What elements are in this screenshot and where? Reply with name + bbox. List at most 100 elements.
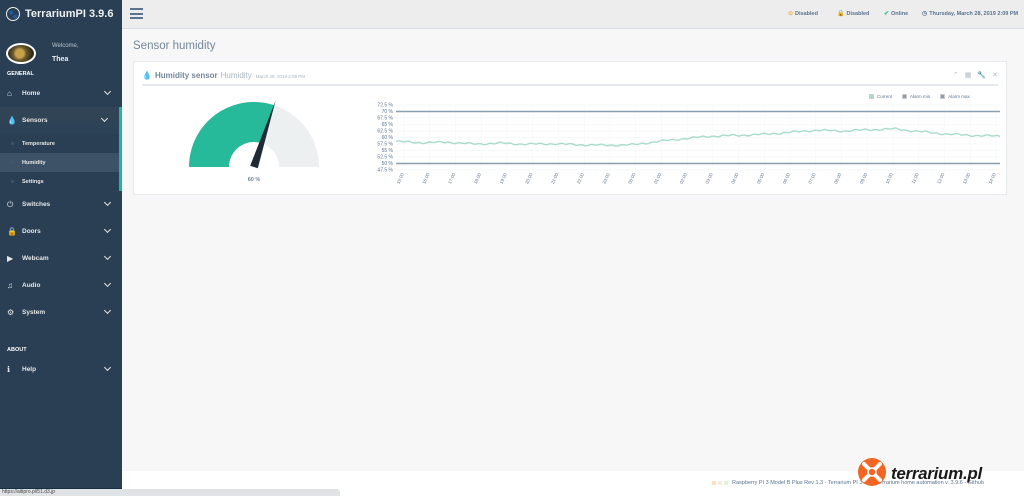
x-tick-label: 15:00 bbox=[396, 172, 406, 185]
status-online[interactable]: ✔ Online bbox=[884, 10, 909, 18]
legend-swatch bbox=[902, 94, 908, 100]
y-tick-label: 57.5 % bbox=[377, 142, 393, 148]
sidebar-item-label: Switches bbox=[22, 201, 51, 208]
section-about: ABOUT bbox=[7, 347, 27, 353]
app-title: TerrariumPI 3.9.6 bbox=[25, 8, 114, 20]
sidebar-item-label: Home bbox=[22, 90, 41, 97]
x-tick-label: 06:00 bbox=[782, 172, 792, 185]
chevron-down-icon bbox=[103, 198, 112, 207]
sidebar-item-label: Doors bbox=[22, 228, 41, 235]
x-tick-label: 17:00 bbox=[447, 172, 457, 185]
x-tick-label: 14:00 bbox=[988, 172, 998, 185]
status-disabled-2[interactable]: 🔒 Disabled bbox=[837, 10, 870, 18]
calendar-icon[interactable]: ▦ bbox=[964, 72, 972, 79]
y-tick-label: 47.5 % bbox=[377, 168, 393, 174]
x-tick-label: 04:00 bbox=[730, 172, 740, 185]
sidebar-item-system[interactable]: ⚙ System bbox=[0, 299, 122, 326]
y-tick-label: 62.5 % bbox=[377, 129, 393, 135]
sidebar-subitem-humidity[interactable]: Humidity bbox=[0, 153, 119, 172]
music-icon: ♫ bbox=[7, 281, 13, 290]
status-url: https://aitipro.pl/51.d3.jp bbox=[0, 489, 340, 496]
chevron-down-icon bbox=[103, 87, 112, 96]
lock-icon: 🔒 bbox=[837, 11, 845, 17]
panel-title: Humidity sensor bbox=[154, 70, 218, 80]
x-tick-label: 08:00 bbox=[833, 172, 843, 185]
gauge-needle bbox=[250, 100, 276, 169]
x-tick-label: 16:00 bbox=[421, 172, 431, 185]
chevron-down-icon bbox=[103, 363, 112, 372]
legend-label: Alarm min bbox=[910, 94, 931, 99]
sidebar-subitem-label: Humidity bbox=[22, 159, 46, 166]
x-tick-label: 00:00 bbox=[627, 172, 637, 185]
gauge-fill bbox=[189, 101, 275, 167]
panel-subtitle: Humidity bbox=[220, 70, 252, 80]
humidity-gauge: 60 % bbox=[187, 98, 321, 188]
status-label: Online bbox=[891, 10, 909, 17]
sidebar-subitem-label: Temperature bbox=[22, 140, 55, 147]
x-tick-label: 10:00 bbox=[885, 172, 895, 185]
chevron-down-icon bbox=[100, 114, 109, 123]
footer-dots bbox=[712, 481, 728, 485]
x-tick-label: 05:00 bbox=[756, 172, 766, 185]
brand[interactable]: 🐾 TerrariumPI 3.9.6 bbox=[0, 0, 122, 28]
sidebar-item-label: Webcam bbox=[22, 255, 49, 262]
x-tick-label: 01:00 bbox=[653, 172, 663, 185]
avatar bbox=[6, 42, 36, 64]
legend-swatch bbox=[940, 94, 946, 100]
legend-label: Alarm max bbox=[948, 94, 970, 99]
x-tick-label: 09:00 bbox=[859, 172, 869, 185]
sidebar-item-home[interactable]: ⌂ Home bbox=[0, 80, 122, 107]
wrench-icon[interactable]: 🔧 bbox=[977, 72, 987, 79]
x-tick-label: 21:00 bbox=[550, 172, 560, 185]
x-tick-label: 13:00 bbox=[962, 172, 972, 185]
chevron-down-icon bbox=[103, 252, 112, 261]
info-icon: ℹ bbox=[7, 365, 11, 374]
x-tick-label: 11:00 bbox=[911, 172, 920, 184]
bullet-icon bbox=[11, 142, 14, 145]
x-tick-label: 03:00 bbox=[704, 172, 714, 185]
sidebar-subitem-settings[interactable]: Settings bbox=[0, 172, 119, 191]
status-disabled-1[interactable]: ⊙ Disabled bbox=[788, 10, 818, 18]
top-nav: ⊙ Disabled 🔒 Disabled ✔ Online ◷ Thursda… bbox=[122, 0, 1024, 29]
gauge-svg bbox=[189, 100, 319, 169]
sidebar-item-doors[interactable]: 🔒 Doors bbox=[0, 218, 122, 245]
sensor-panel: 💧 Humidity sensor Humidity March 28, 201… bbox=[133, 61, 1007, 195]
warning-icon: ⊙ bbox=[788, 11, 794, 17]
video-icon: ▶ bbox=[7, 254, 14, 263]
x-tick-label: 18:00 bbox=[473, 172, 483, 185]
welcome-text: Welcome, bbox=[52, 43, 79, 49]
legend-label: Current bbox=[877, 94, 893, 99]
home-icon: ⌂ bbox=[7, 89, 12, 98]
sidebar-item-help[interactable]: ℹ Help bbox=[0, 356, 122, 383]
legend-item[interactable]: Alarm min bbox=[902, 94, 931, 100]
sidebar-subitem-temperature[interactable]: Temperature bbox=[0, 134, 119, 153]
sidebar-item-audio[interactable]: ♫ Audio bbox=[0, 272, 122, 299]
power-icon: ⏻ bbox=[7, 199, 14, 209]
sidebar-item-webcam[interactable]: ▶ Webcam bbox=[0, 245, 122, 272]
sidebar-item-label: Help bbox=[22, 366, 37, 373]
sidebar-item-label: Audio bbox=[22, 282, 41, 289]
legend-item[interactable]: Current bbox=[869, 94, 893, 100]
chevron-down-icon bbox=[103, 306, 112, 315]
footer-text: Raspberry PI 3 Model B Plus Rev 1.3 - Te… bbox=[732, 480, 984, 486]
x-tick-label: 07:00 bbox=[807, 172, 817, 185]
sidebar-item-sensors[interactable]: 💧 Sensors bbox=[0, 107, 122, 134]
gauge-value: 60 % bbox=[247, 177, 261, 183]
datetime: ◷ Thursday, March 28, 2019 2:09 PM bbox=[922, 10, 1018, 18]
collapse-icon[interactable]: ⌃ bbox=[952, 72, 959, 79]
panel-date: March 28, 2019 2:09 PM bbox=[255, 73, 306, 79]
panel-header: 💧 Humidity sensor Humidity March 28, 201… bbox=[142, 66, 998, 86]
x-tick-label: 20:00 bbox=[524, 172, 534, 185]
close-icon[interactable]: ✕ bbox=[992, 72, 998, 79]
sidebar-item-switches[interactable]: ⏻ Switches bbox=[0, 191, 122, 218]
chart-legend: Current Alarm min Alarm max bbox=[869, 94, 970, 100]
gear-icon: ⚙ bbox=[7, 308, 15, 317]
x-tick-label: 12:00 bbox=[936, 172, 946, 185]
y-tick-label: 50 % bbox=[382, 161, 394, 167]
status-label: Disabled bbox=[846, 10, 870, 17]
section-general: GENERAL bbox=[7, 71, 34, 77]
menu-toggle-icon[interactable] bbox=[130, 8, 143, 19]
legend-item[interactable]: Alarm max bbox=[940, 94, 970, 100]
watermark-text: terrarium.pl bbox=[891, 464, 982, 483]
x-tick-label: 23:00 bbox=[602, 172, 612, 185]
